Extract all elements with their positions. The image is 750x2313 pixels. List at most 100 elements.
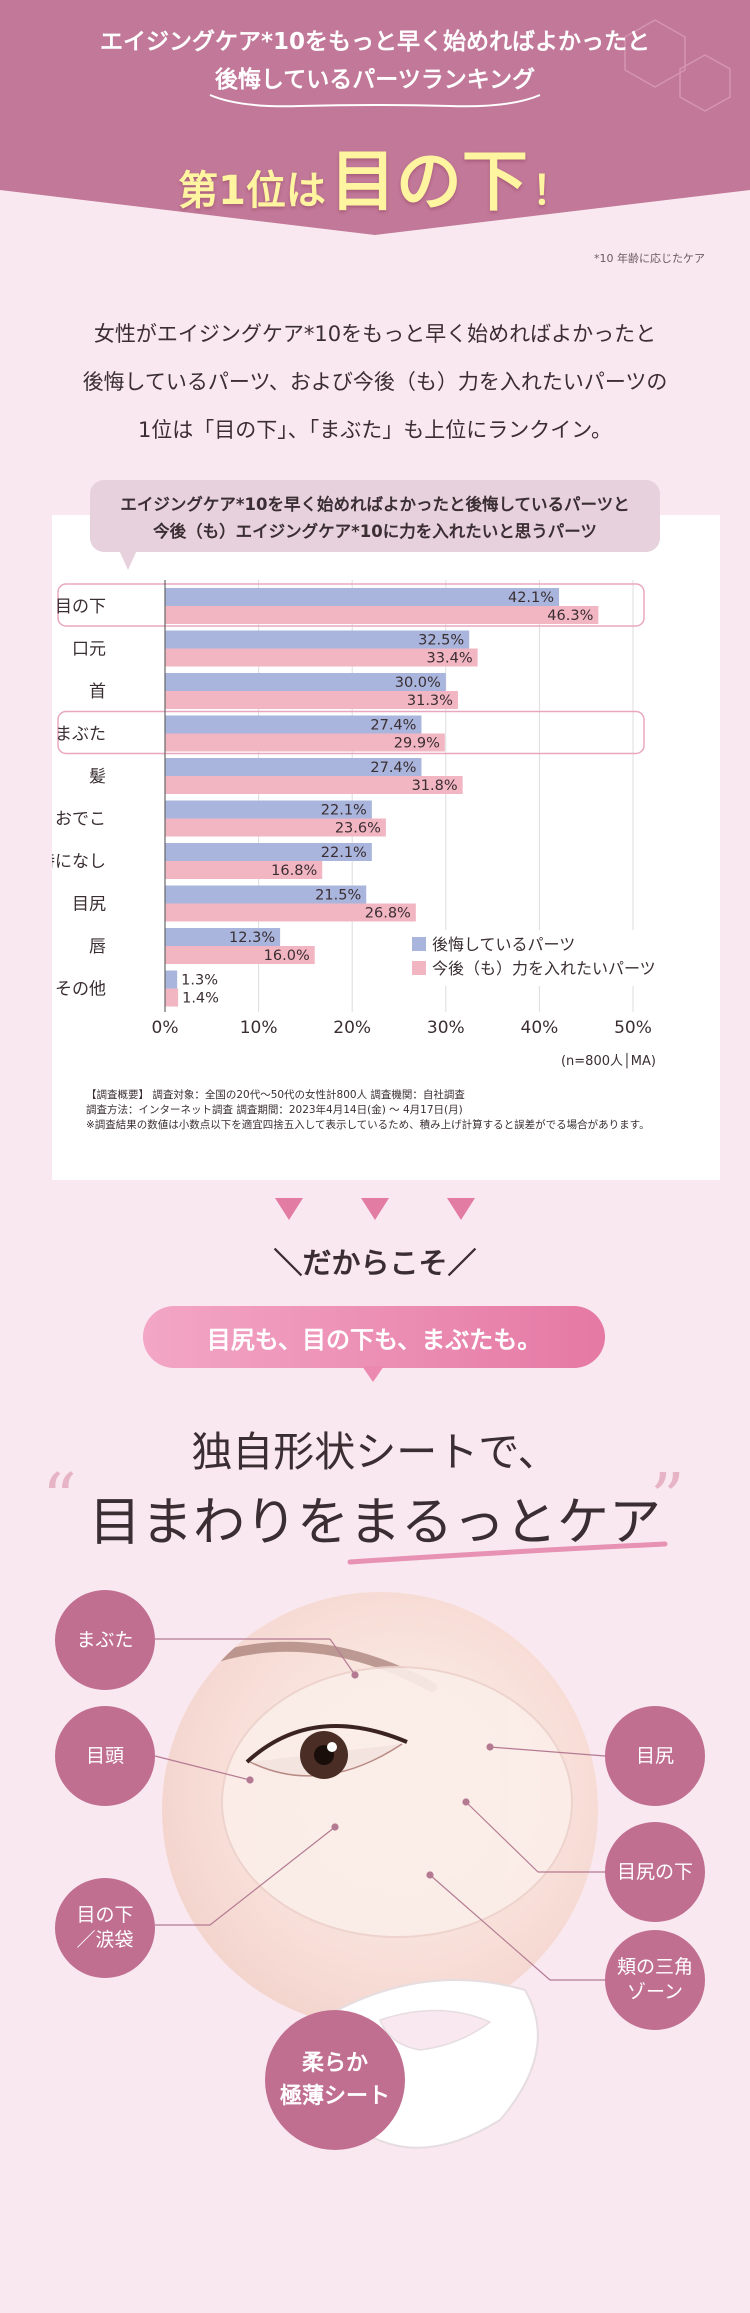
connector-lines <box>154 1638 606 1981</box>
category-label: おでこ <box>55 810 106 830</box>
category-label: 首 <box>89 682 106 702</box>
legend-background <box>404 930 642 986</box>
rank-part: 目の下 <box>329 143 528 220</box>
category-label: 特になし <box>52 852 106 872</box>
bar <box>165 818 386 837</box>
value-label: 23.6% <box>335 821 381 837</box>
value-label: 29.9% <box>394 736 440 752</box>
label-soft-sheet: 柔らか 極薄シート <box>265 2010 405 2150</box>
bar <box>165 903 416 922</box>
down-arrow-icon <box>361 1198 389 1220</box>
label-hoho: 頬の三角 ゾーン <box>605 1930 705 2030</box>
value-label: 30.0% <box>395 675 441 691</box>
header-title-line1: エイジングケア*10をもっと早く始めればよかったと <box>99 29 651 55</box>
bar <box>165 733 445 752</box>
bar <box>165 776 463 794</box>
value-label: 31.8% <box>412 778 458 794</box>
intro-line2: 後悔しているパーツ、および今後（も）力を入れたいパーツの <box>82 370 668 394</box>
value-label: 1.3% <box>181 973 218 989</box>
bar <box>165 988 179 1007</box>
footnote: *10 年齢に応じたケア <box>594 252 705 265</box>
bar <box>165 758 422 776</box>
brush-underline <box>347 1541 668 1565</box>
value-label: 27.4% <box>370 718 416 734</box>
category-label: 唇 <box>89 937 106 957</box>
value-label: 1.4% <box>182 991 219 1007</box>
label-hoho-line2: ゾーン <box>626 1981 684 2003</box>
bar <box>165 928 281 946</box>
category-label: まぶた <box>55 725 106 745</box>
value-label: 16.8% <box>271 863 317 879</box>
value-label: 32.5% <box>418 633 464 649</box>
x-tick-label: 10% <box>240 1018 278 1038</box>
value-label: 42.1% <box>508 590 554 606</box>
areas-pill: 目尻も、目の下も、まぶたも。 <box>143 1306 605 1368</box>
bar <box>165 800 372 819</box>
survey-note-line1: 【調査概要】 調査対象：全国の20代～50代の女性計800人 調査機関：自社調査 <box>86 1089 465 1101</box>
bar <box>165 885 367 904</box>
survey-note-line2: 調査方法：インターネット調査 調査期間：2023年4月14日(金) ～ 4月17… <box>86 1104 463 1116</box>
chart-title-bubble-tail <box>118 548 138 570</box>
rank-headline: 第1位は目の下！ <box>0 128 750 224</box>
value-label: 12.3% <box>229 930 275 946</box>
label-mejiri-shita: 目尻の下 <box>605 1822 705 1922</box>
value-label: 27.4% <box>370 760 416 776</box>
chart-title-bubble: エイジングケア*10を早く始めればよかったと後悔しているパーツと 今後（も）エイ… <box>90 480 660 552</box>
x-tick-label: 40% <box>521 1018 559 1038</box>
bar <box>165 843 372 861</box>
header-title-line2: 後悔しているパーツランキング <box>214 67 536 93</box>
areas-pill-tail <box>362 1366 384 1382</box>
bar <box>165 648 478 667</box>
sheet-heading: 目まわりをまるっとケア <box>88 1493 661 1553</box>
category-label: 口元 <box>72 640 106 660</box>
bar <box>165 630 470 649</box>
bar <box>165 588 560 606</box>
category-label: 髪 <box>89 767 106 787</box>
x-tick-label: 20% <box>333 1018 371 1038</box>
legend-swatch <box>412 961 426 975</box>
value-label: 33.4% <box>427 651 473 667</box>
label-mejiri: 目尻 <box>605 1706 705 1806</box>
sheet-subheading: 独自形状シートで、 <box>191 1428 559 1476</box>
open-quote-icon: “ <box>42 1460 77 1539</box>
category-label: 目尻 <box>72 895 106 915</box>
header-banner: エイジングケア*10をもっと早く始めればよかったと 後悔しているパーツランキング… <box>0 0 750 235</box>
rank-prefix: 第1位は <box>178 168 326 214</box>
bar <box>165 673 446 691</box>
label-soft-line2: 極薄シート <box>279 2084 390 2109</box>
legend-label: 今後（も）力を入れたいパーツ <box>432 959 656 978</box>
x-tick-label: 50% <box>614 1018 652 1038</box>
face-illustration <box>162 1592 598 2028</box>
label-mejiri-shita-text: 目尻の下 <box>616 1860 693 1883</box>
label-mabuta: まぶた <box>55 1590 155 1690</box>
label-mabuta-text: まぶた <box>76 1628 134 1651</box>
label-menoshita-line1: 目の下 <box>76 1904 134 1927</box>
value-label: 22.1% <box>321 803 367 819</box>
rank-suffix: ！ <box>531 168 572 214</box>
label-menoshita-line2: ／涙袋 <box>76 1929 134 1951</box>
legend-label: 後悔しているパーツ <box>432 935 575 954</box>
bar <box>165 691 458 709</box>
highlight-box <box>57 710 645 755</box>
areas-pill-text: 目尻も、目の下も、まぶたも。 <box>206 1326 542 1354</box>
header-background <box>0 0 750 235</box>
bar <box>165 946 315 964</box>
category-label: 目の下 <box>55 597 106 617</box>
x-tick-label: 30% <box>427 1018 465 1038</box>
value-label: 16.0% <box>264 948 310 964</box>
value-label: 21.5% <box>315 888 361 904</box>
value-label: 31.3% <box>407 693 453 709</box>
value-label: 22.1% <box>321 845 367 861</box>
face-drawing <box>197 1641 573 1938</box>
x-tick-label: 0% <box>152 1018 179 1038</box>
label-megashira: 目頭 <box>55 1706 155 1806</box>
label-soft-line1: 柔らか <box>301 2051 368 2076</box>
label-hoho-line1: 頬の三角 <box>616 1956 693 1979</box>
down-arrow-icon <box>447 1198 475 1220</box>
label-menoshita: 目の下 ／涙袋 <box>55 1878 155 1978</box>
category-label: その他 <box>55 980 106 1000</box>
label-megashira-text: 目頭 <box>85 1744 124 1767</box>
value-label: 26.8% <box>365 906 411 922</box>
bar-chart: 目の下 42.1% 46.3% 口元 32.5% 33.4% 首 30.0% 31.3% まぶた 2… <box>52 580 656 1069</box>
highlight-box <box>57 583 645 627</box>
